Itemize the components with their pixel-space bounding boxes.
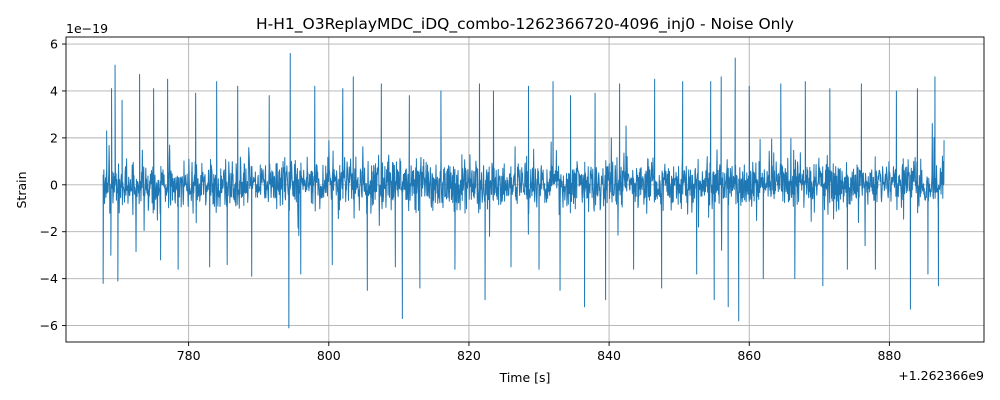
strain-series-line — [102, 52, 945, 329]
y-tick-label: −6 — [40, 318, 58, 333]
x-tick-label: 860 — [737, 348, 761, 363]
plot-frame — [65, 36, 985, 343]
y-tick-label: 4 — [50, 83, 58, 98]
x-offset-label: +1.262366e9 — [898, 368, 984, 383]
x-tick-label: 840 — [597, 348, 621, 363]
y-tick-label: −2 — [40, 224, 58, 239]
chart-title: H-H1_O3ReplayMDC_iDQ_combo-1262366720-40… — [256, 15, 794, 34]
y-tick-label: 2 — [50, 130, 58, 145]
y-scale-label: 1e−19 — [66, 21, 108, 36]
y-tick-label: 0 — [50, 177, 58, 192]
x-tick-label: 880 — [877, 348, 901, 363]
y-tick-label: 6 — [50, 37, 58, 52]
y-axis-label: Strain — [14, 171, 29, 208]
x-tick-label: 780 — [177, 348, 201, 363]
axes: 780 800 820 840 860 880 −6 −4 −2 0 2 4 6 — [40, 36, 985, 363]
x-tick-label: 820 — [457, 348, 481, 363]
x-tick-label: 800 — [317, 348, 341, 363]
data-series — [102, 52, 945, 329]
y-tick-label: −4 — [40, 271, 58, 286]
x-axis-label: Time [s] — [499, 370, 551, 385]
